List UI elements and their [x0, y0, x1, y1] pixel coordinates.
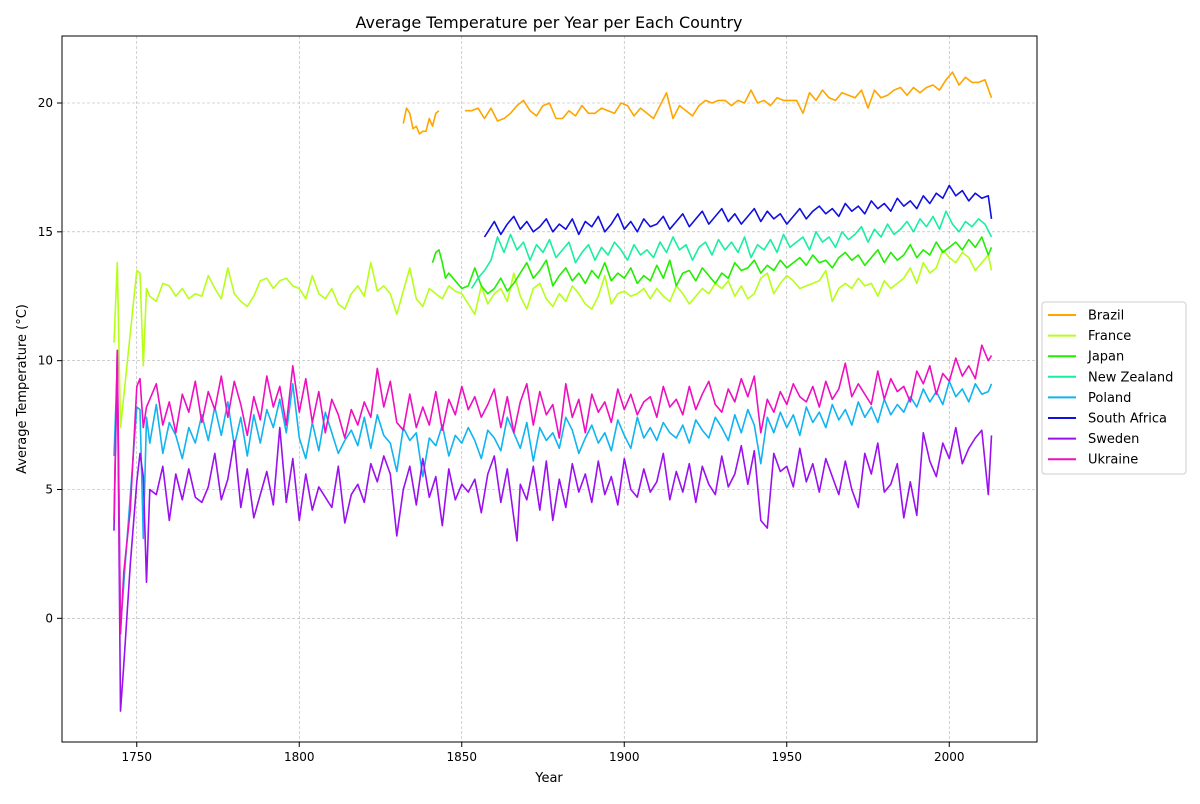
series-line-poland: [113, 364, 993, 630]
series-brazil: [402, 71, 993, 135]
series-line-japan: [431, 236, 993, 295]
x-axis-ticks: 1750 1800 1850 1900 1950 2000: [121, 742, 965, 764]
x-tick-label: 1900: [609, 750, 640, 764]
legend-item-sweden: Sweden: [1048, 432, 1139, 447]
legend-item-japan: Japan: [1048, 350, 1124, 365]
y-tick-label: 5: [45, 482, 53, 496]
y-tick-label: 0: [45, 611, 53, 625]
series-line-south-africa: [483, 184, 993, 238]
legend-label: Ukraine: [1088, 453, 1138, 468]
legend-item-ukraine: Ukraine: [1048, 453, 1138, 468]
x-tick-label: 1950: [771, 750, 802, 764]
series-line-sweden: [113, 349, 993, 712]
grid: [62, 36, 1037, 742]
legend-label: France: [1088, 329, 1131, 344]
x-tick-label: 1800: [284, 750, 315, 764]
legend-box: [1041, 301, 1187, 475]
legend-label: South Africa: [1088, 412, 1167, 427]
series-line-brazil: [465, 71, 993, 122]
x-axis-label: Year: [534, 771, 563, 786]
series-ukraine: [113, 344, 993, 635]
legend-item-poland: Poland: [1048, 391, 1131, 406]
series-poland: [113, 364, 993, 630]
legend-item-new-zealand: New Zealand: [1048, 370, 1173, 385]
series-japan: [431, 236, 993, 295]
legend: Brazil France Japan New Zealand Poland South …: [1041, 301, 1187, 475]
series-new-zealand: [470, 210, 993, 289]
legend-item-south-africa: South Africa: [1048, 412, 1167, 427]
legend-items: Brazil France Japan New Zealand Poland South …: [1048, 309, 1173, 468]
legend-item-france: France: [1048, 329, 1131, 344]
legend-label: New Zealand: [1088, 370, 1173, 385]
legend-label: Poland: [1088, 391, 1131, 406]
legend-item-brazil: Brazil: [1048, 309, 1124, 324]
legend-label: Brazil: [1088, 309, 1124, 324]
legend-label: Japan: [1087, 350, 1124, 365]
x-tick-label: 1750: [121, 750, 152, 764]
x-tick-label: 2000: [934, 750, 965, 764]
series-line-ukraine: [113, 344, 993, 635]
y-axis-label: Average Temperature (°C): [15, 304, 30, 474]
series-france: [113, 249, 993, 429]
y-tick-label: 15: [38, 225, 53, 239]
y-axis-ticks: 0 5 10 15 20: [38, 96, 62, 625]
series-line-new-zealand: [470, 210, 993, 289]
chart-title: Average Temperature per Year per Each Co…: [355, 13, 742, 32]
plot-frame: [61, 35, 1038, 743]
series-south-africa: [483, 184, 993, 238]
series-line-france: [113, 249, 993, 429]
series-lines: [113, 71, 993, 712]
series-sweden: [113, 349, 993, 712]
y-tick-label: 20: [38, 96, 53, 110]
series-line-brazil: [402, 107, 440, 135]
y-tick-label: 10: [38, 354, 53, 368]
x-tick-label: 1850: [446, 750, 477, 764]
legend-label: Sweden: [1088, 432, 1139, 447]
